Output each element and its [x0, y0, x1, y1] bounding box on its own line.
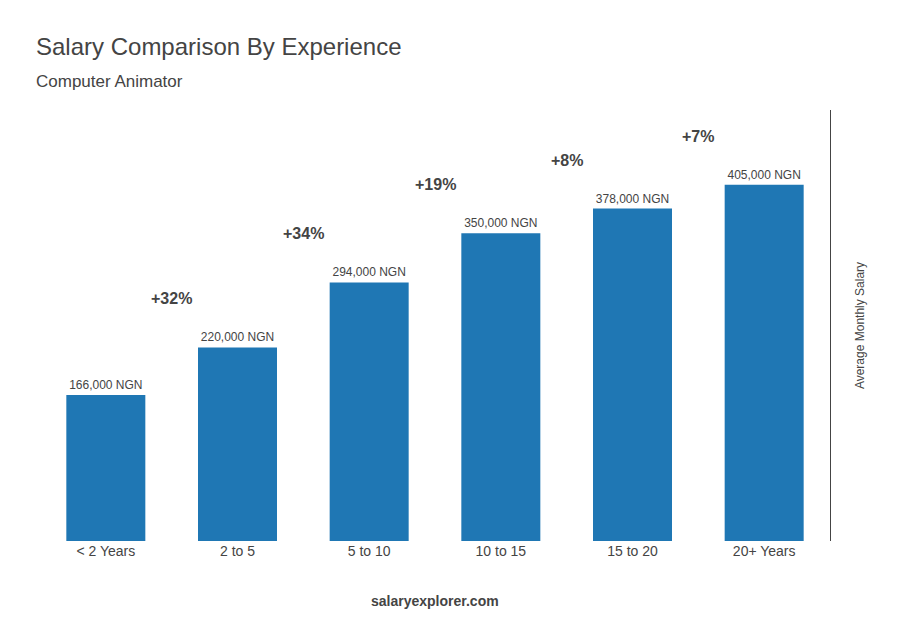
- svg-text:220,000 NGN: 220,000 NGN: [201, 330, 274, 344]
- svg-text:350,000 NGN: 350,000 NGN: [464, 216, 537, 230]
- svg-text:+8%: +8%: [551, 152, 583, 169]
- svg-text:294,000 NGN: 294,000 NGN: [332, 265, 405, 279]
- svg-text:166,000 NGN: 166,000 NGN: [69, 378, 142, 392]
- svg-text:378,000 NGN: 378,000 NGN: [596, 192, 669, 206]
- svg-text:Salary Comparison By Experienc: Salary Comparison By Experience: [36, 33, 402, 60]
- svg-text:15 to 20: 15 to 20: [607, 543, 658, 559]
- svg-text:salaryexplorer.com: salaryexplorer.com: [371, 593, 499, 609]
- svg-text:5 to 10: 5 to 10: [348, 543, 391, 559]
- svg-text:+19%: +19%: [415, 176, 456, 193]
- svg-text:+32%: +32%: [151, 290, 192, 307]
- svg-text:Computer Animator: Computer Animator: [36, 72, 183, 91]
- svg-text:20+ Years: 20+ Years: [733, 543, 796, 559]
- svg-text:10 to 15: 10 to 15: [476, 543, 527, 559]
- svg-text:+34%: +34%: [283, 225, 324, 242]
- svg-text:405,000 NGN: 405,000 NGN: [727, 168, 800, 182]
- svg-text:2 to 5: 2 to 5: [220, 543, 255, 559]
- svg-text:< 2 Years: < 2 Years: [76, 543, 135, 559]
- svg-text:+7%: +7%: [682, 128, 714, 145]
- svg-text:Average Monthly Salary: Average Monthly Salary: [853, 262, 867, 389]
